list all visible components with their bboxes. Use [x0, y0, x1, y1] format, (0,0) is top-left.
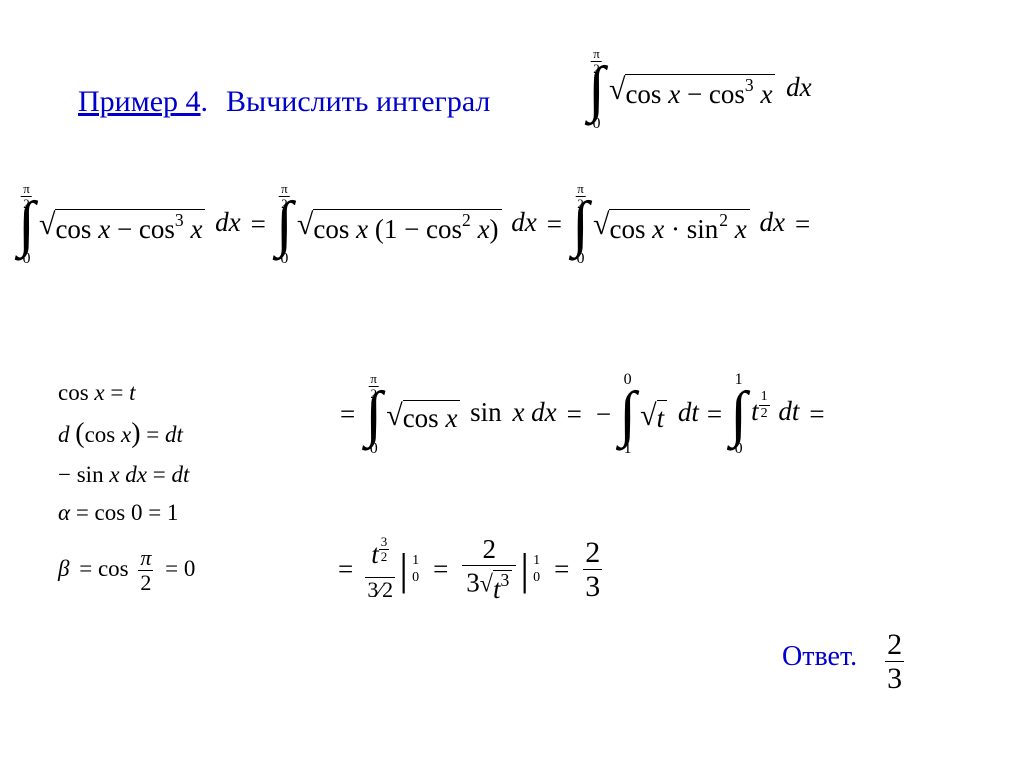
line3-chain: = π2 ∫ 0 √cos x sin x dx = − 0 ∫ 1 √t dt… — [340, 390, 825, 440]
int-lower-0: 0 — [592, 115, 600, 133]
substitution-block: cos x = t d (cos x) = dt − sin x dx = dt… — [58, 380, 195, 607]
eval-bar: | — [399, 545, 408, 594]
line2-chain: π2 ∫ 0 √cos x − cos3 x dx = π2 ∫ 0 √cos … — [18, 200, 810, 250]
eq2: = — [547, 209, 562, 240]
subst-line1: cos x = t — [58, 380, 195, 406]
int-upper-2: 2 — [591, 62, 602, 76]
dx: dx — [786, 72, 811, 102]
answer-label: Ответ. — [782, 641, 857, 672]
minus: − — [687, 79, 702, 109]
answer-row: Ответ. 2 3 — [782, 628, 904, 695]
line4-chain: = t32 3⁄2 | 10 = 2 3√t3 | 10 = 2 3 — [338, 535, 602, 604]
title-text: Вычислить интеграл — [226, 85, 490, 119]
title-integral: π2 ∫ 0 √cos x − cos3 x dx — [588, 65, 812, 115]
example-label: Пример 4 — [78, 85, 201, 119]
subst-line2: d (cos x) = dt — [58, 418, 195, 450]
subst-line3: − sin x dx = dt — [58, 462, 195, 488]
subst-line5: β = cos π2 = 0 — [58, 546, 195, 595]
title-dot: . — [201, 85, 209, 119]
answer-den: 3 — [885, 662, 904, 695]
int-upper-pi: π — [591, 47, 602, 62]
title-row: Пример 4. Вычислить интеграл — [78, 85, 490, 119]
eq3: = — [795, 209, 810, 240]
var-x2: x — [760, 79, 772, 109]
answer-num: 2 — [885, 628, 904, 662]
subst-line4: α = cos 0 = 1 — [58, 500, 195, 526]
exp3: 3 — [745, 75, 754, 95]
eq1: = — [251, 209, 266, 240]
var-x: x — [668, 79, 680, 109]
cos: cos — [625, 79, 661, 109]
cos3: cos — [709, 79, 745, 109]
sqrt-sign: √ — [609, 73, 625, 106]
